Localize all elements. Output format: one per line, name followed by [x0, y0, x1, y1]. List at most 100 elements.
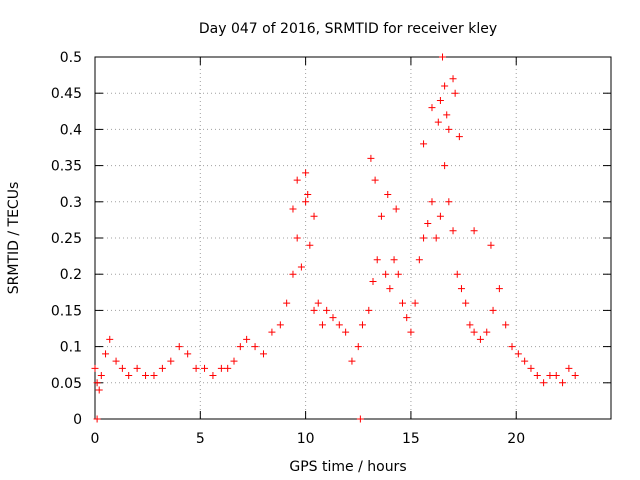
data-point [302, 198, 310, 206]
chart-title: Day 047 of 2016, SRMTID for receiver kle… [199, 21, 497, 37]
data-point [386, 285, 394, 293]
data-point [293, 234, 301, 242]
data-point [434, 118, 442, 126]
data-point [455, 133, 463, 141]
plot-frame [94, 56, 612, 420]
data-point [112, 357, 120, 365]
x-axis-label: GPS time / hours [289, 459, 406, 475]
data-point [489, 306, 497, 314]
data-point [251, 343, 259, 351]
data-point [329, 314, 337, 322]
data-point [398, 299, 406, 307]
data-point [559, 379, 567, 387]
data-point [508, 343, 516, 351]
data-point [150, 372, 158, 380]
y-tick-label: 0.3 [60, 195, 82, 211]
x-tick-label: 15 [402, 431, 420, 447]
data-point [184, 350, 192, 358]
data-point [449, 227, 457, 235]
y-tick-label: 0.15 [51, 303, 82, 319]
data-point [443, 111, 451, 119]
data-point [289, 205, 297, 213]
y-tick-label: 0.25 [51, 231, 82, 247]
y-tick-label: 0.4 [60, 122, 82, 138]
data-point [367, 154, 375, 162]
y-tick-label: 0.05 [51, 376, 82, 392]
data-point [102, 350, 110, 358]
data-point [158, 364, 166, 372]
data-point [546, 372, 554, 380]
data-point [118, 364, 126, 372]
data-point [571, 372, 579, 380]
axis-ticks [94, 56, 611, 420]
data-point [310, 306, 318, 314]
data-point [466, 321, 474, 329]
data-point [540, 379, 548, 387]
data-point [552, 372, 560, 380]
data-point [201, 364, 209, 372]
data-point [93, 379, 101, 387]
data-point [91, 364, 99, 372]
data-point [310, 212, 318, 220]
data-point [420, 140, 428, 148]
data-point [276, 321, 284, 329]
data-point [259, 350, 267, 358]
y-tick-label: 0.35 [51, 159, 82, 175]
data-point [209, 372, 217, 380]
data-point [527, 364, 535, 372]
data-point [302, 169, 310, 177]
data-point [390, 256, 398, 264]
data-point [441, 162, 449, 170]
y-axis-label: SRMTID / TECUs [6, 182, 22, 295]
data-point [521, 357, 529, 365]
data-point [224, 364, 232, 372]
data-point [449, 75, 457, 83]
y-tick-label: 0.2 [60, 267, 82, 283]
data-point [293, 176, 301, 184]
data-point [354, 343, 362, 351]
data-point [382, 270, 390, 278]
data-point [335, 321, 343, 329]
data-point [502, 321, 510, 329]
data-point [483, 328, 491, 336]
data-point [487, 241, 495, 249]
data-point [495, 285, 503, 293]
data-point [356, 415, 364, 423]
data-point [283, 299, 291, 307]
data-point [133, 364, 141, 372]
data-point [514, 350, 522, 358]
y-tick-label: 0.5 [60, 50, 82, 66]
data-point [342, 328, 350, 336]
data-point [432, 234, 440, 242]
data-point [369, 277, 377, 285]
x-tick-labels: 0 5 10 15 20 [91, 431, 526, 447]
x-tick-label: 20 [507, 431, 525, 447]
data-point [445, 125, 453, 133]
data-point [192, 364, 200, 372]
data-point [304, 191, 312, 199]
data-point [236, 343, 244, 351]
data-point [420, 234, 428, 242]
y-tick-labels: 0 0.05 0.1 0.15 0.2 0.25 0.3 0.35 0.4 0.45 0.5 [51, 50, 82, 428]
data-points [91, 53, 579, 423]
data-point [365, 306, 373, 314]
data-point [289, 270, 297, 278]
data-point [428, 104, 436, 112]
grid [95, 57, 611, 419]
data-point [451, 89, 459, 97]
data-point [476, 335, 484, 343]
data-point [230, 357, 238, 365]
data-point [142, 372, 150, 380]
data-point [394, 270, 402, 278]
data-point [314, 299, 322, 307]
data-point [439, 53, 447, 61]
data-point [97, 372, 105, 380]
data-point [436, 212, 444, 220]
x-tick-label: 10 [297, 431, 315, 447]
x-tick-label: 0 [91, 431, 100, 447]
data-point [441, 82, 449, 90]
data-point [243, 335, 251, 343]
data-point [125, 372, 133, 380]
data-point [373, 256, 381, 264]
